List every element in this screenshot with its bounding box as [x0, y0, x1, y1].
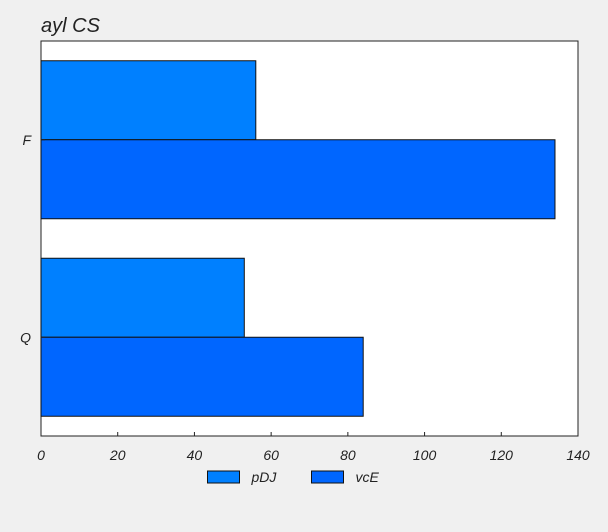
bar-pDJ-Q — [40, 257, 245, 338]
chart-title: ayl CS — [41, 15, 101, 37]
x-tick-label-60: 60 — [263, 447, 279, 463]
x-tick-label-120: 120 — [490, 447, 514, 463]
y-tick-label-F: F — [22, 132, 32, 148]
legend-label-pDJ: pDJ — [251, 469, 278, 485]
legend-label-vcE: vcE — [356, 469, 380, 485]
bar-pDJ-F — [40, 60, 257, 141]
x-tick-label-80: 80 — [340, 447, 356, 463]
x-tick-label-40: 40 — [187, 447, 203, 463]
bars-group — [40, 60, 556, 417]
x-tick-label-0: 0 — [37, 447, 45, 463]
legend-swatch-vcE — [311, 470, 344, 484]
y-tick-label-Q: Q — [20, 329, 31, 345]
bar-vcE-F — [40, 139, 556, 220]
x-tick-label-100: 100 — [413, 447, 437, 463]
y-axis: FQ — [20, 132, 45, 345]
legend: pDJ vcE — [207, 469, 380, 485]
legend-swatch-pDJ — [207, 470, 240, 484]
x-axis: 0 20 40 60 80 100 120 140 — [37, 432, 590, 463]
bar-vcE-Q — [40, 336, 364, 417]
x-tick-label-20: 20 — [109, 447, 126, 463]
x-tick-label-140: 140 — [566, 447, 590, 463]
